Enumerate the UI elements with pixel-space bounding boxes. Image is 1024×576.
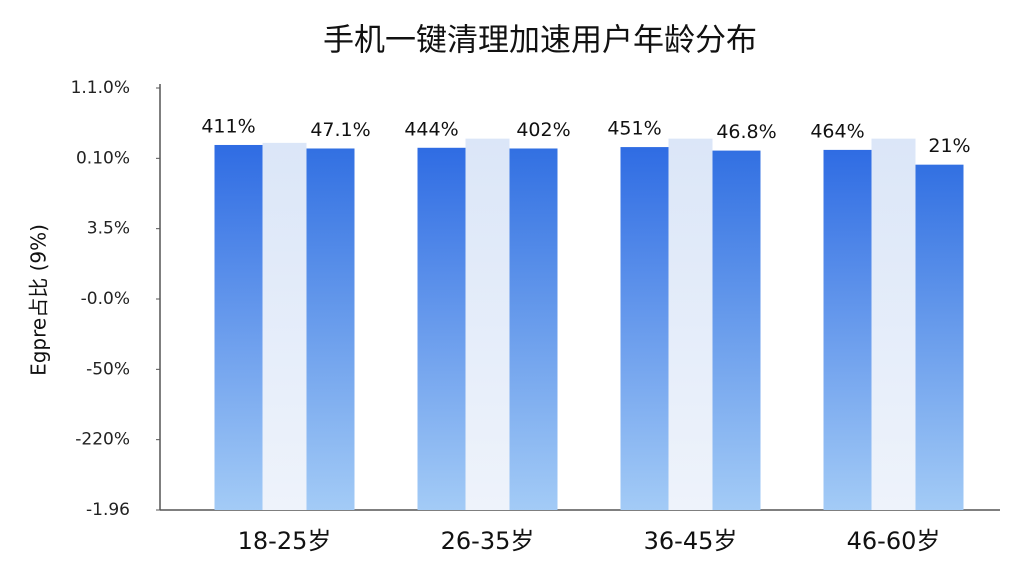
data-label: 444%: [404, 118, 458, 140]
y-tick-label: 1.1.0%: [71, 78, 130, 98]
bar: [871, 138, 916, 510]
data-label: 411%: [201, 115, 255, 137]
data-label: 47.1%: [310, 119, 370, 141]
y-tick-label: 3.5%: [87, 219, 130, 239]
x-tick-label: 36-45岁: [644, 527, 738, 555]
data-label: 464%: [810, 120, 864, 142]
x-tick-label: 18-25岁: [238, 527, 332, 555]
x-tick-label: 46-60岁: [847, 527, 941, 555]
bar: [417, 147, 466, 511]
bar: [668, 138, 713, 510]
chart-title: 手机一键清理加速用户年龄分布: [323, 23, 757, 59]
bar: [306, 148, 355, 510]
y-tick-label: 0.10%: [76, 148, 130, 168]
data-label: 451%: [607, 118, 661, 140]
bar: [262, 142, 307, 511]
data-label: 402%: [516, 119, 570, 141]
y-tick-label: -50%: [86, 359, 130, 379]
bar: [620, 147, 669, 510]
y-tick-label: -0.0%: [81, 289, 130, 309]
bar: [915, 164, 964, 510]
data-label: 46.8%: [716, 121, 776, 143]
bar: [823, 149, 872, 511]
data-label: 21%: [928, 135, 970, 157]
y-tick-label: -1.96: [86, 500, 130, 520]
y-tick-label: -220%: [75, 430, 130, 450]
y-axis-label: Egpre占比 (9%): [27, 224, 51, 376]
bar: [465, 138, 510, 510]
bar: [214, 144, 263, 510]
bar: [509, 148, 558, 510]
x-tick-label: 26-35岁: [441, 527, 535, 555]
bar: [712, 150, 761, 510]
